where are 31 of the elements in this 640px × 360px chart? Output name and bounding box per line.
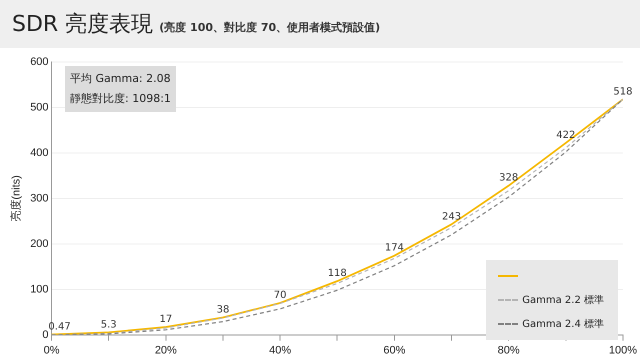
x-tick-label: 80% bbox=[498, 344, 520, 356]
data-label: 38 bbox=[216, 304, 230, 316]
data-label: 328 bbox=[499, 172, 518, 184]
chart-subtitle: (亮度 100、對比度 70、使用者模式預設值) bbox=[159, 20, 380, 34]
y-tick-label: 300 bbox=[30, 192, 49, 204]
y-tick-label: 0 bbox=[42, 328, 49, 341]
chart-title: SDR 亮度表現 bbox=[12, 11, 154, 39]
y-tick-label: 400 bbox=[30, 146, 49, 159]
data-label: 422 bbox=[556, 130, 576, 141]
data-label: 17 bbox=[159, 314, 172, 326]
x-tick-label: 60% bbox=[383, 344, 406, 356]
data-label: 243 bbox=[442, 211, 462, 222]
annotation: 平均 Gamma: 2.08 bbox=[70, 71, 171, 87]
data-label: 70 bbox=[274, 290, 286, 301]
y-tick-label: 500 bbox=[30, 102, 49, 114]
legend-label: Gamma 2.4 標準 bbox=[522, 318, 604, 331]
data-label: 118 bbox=[328, 268, 347, 280]
y-tick-label: 600 bbox=[30, 56, 49, 68]
data-label: 5.3 bbox=[100, 319, 117, 330]
x-tick-label: 20% bbox=[154, 344, 178, 356]
y-axis-title: 亮度(nits) bbox=[10, 175, 23, 222]
annotation: 靜態對比度: 1098:1 bbox=[70, 91, 171, 107]
data-label: 0.47 bbox=[48, 322, 71, 333]
x-tick-label: 0% bbox=[44, 344, 60, 356]
x-tick-label: 100% bbox=[608, 344, 638, 356]
x-tick-label: 40% bbox=[269, 344, 292, 356]
legend-label: Gamma 2.2 標準 bbox=[522, 294, 604, 307]
y-tick-label: 100 bbox=[30, 283, 49, 296]
data-label: 518 bbox=[613, 86, 632, 98]
y-tick-label: 200 bbox=[30, 238, 49, 250]
data-label: 174 bbox=[384, 242, 404, 254]
